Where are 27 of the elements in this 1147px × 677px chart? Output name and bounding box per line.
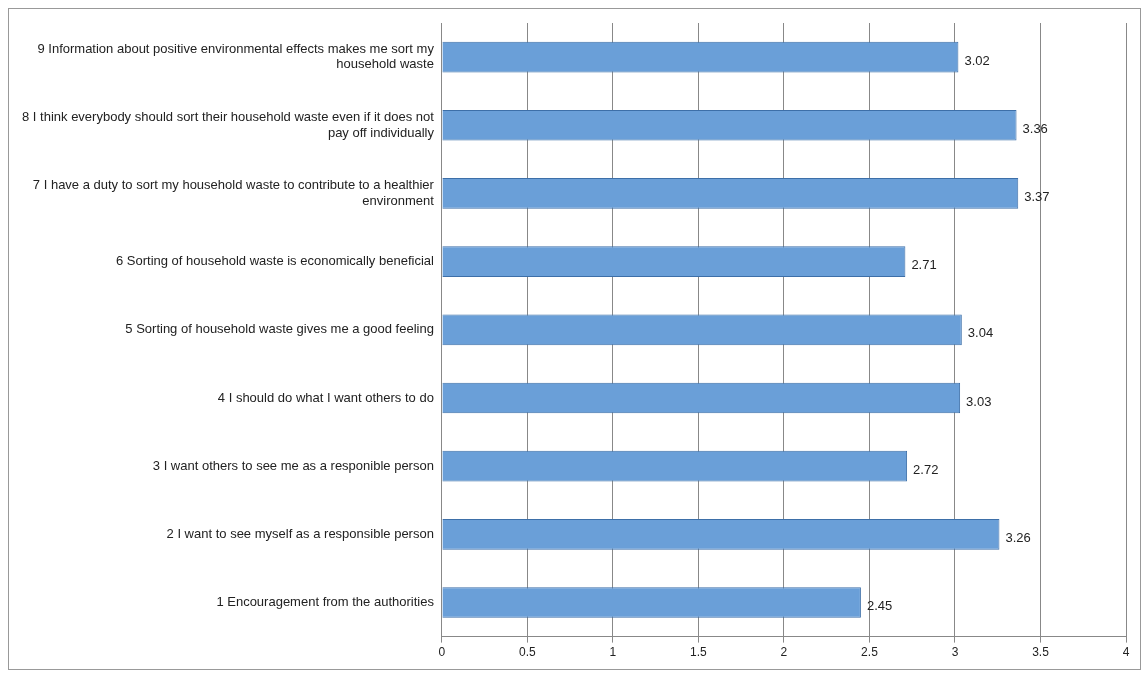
data-label: 3.36 bbox=[1022, 120, 1048, 136]
data-label: 2.45 bbox=[866, 598, 893, 614]
y-tick-label: 9 Information about positive environmental effects makes me sort my household waste bbox=[37, 40, 435, 72]
x-tick-label: 1.5 bbox=[690, 645, 708, 660]
data-label: 3.04 bbox=[967, 325, 994, 341]
x-tick-label: 3.5 bbox=[1032, 645, 1050, 660]
data-label: 2.71 bbox=[911, 257, 937, 273]
y-tick-label: 2 I want to see myself as a responsible person bbox=[166, 525, 434, 541]
data-label: 2.72 bbox=[913, 461, 939, 477]
y-tick-label: 5 Sorting of household waste gives me a good feeling bbox=[125, 321, 434, 337]
y-tick-label: 6 Sorting of household waste is economically beneficial bbox=[115, 253, 435, 269]
x-tick-label: 4 bbox=[1122, 645, 1130, 660]
data-label: 3.02 bbox=[964, 52, 990, 68]
y-tick-label: 7 I have a duty to sort my household waste to contribute to a healthier environment bbox=[32, 177, 435, 208]
y-tick-label: 3 I want others to see me as a responible person bbox=[152, 457, 434, 473]
x-tick-label: 2 bbox=[780, 645, 788, 660]
y-tick-label: 8 I think everybody should sort their household waste even if it does not pay off individually bbox=[21, 109, 435, 140]
x-tick-label: 0.5 bbox=[519, 645, 537, 660]
data-label: 3.26 bbox=[1005, 529, 1031, 545]
data-label: 3.37 bbox=[1024, 189, 1050, 205]
x-tick-label: 3 bbox=[951, 645, 959, 660]
x-tick-label: 0 bbox=[438, 645, 446, 660]
y-tick-label: 1 Encouragement from the authorities bbox=[216, 594, 435, 610]
data-label: 3.03 bbox=[966, 393, 992, 409]
x-tick-label: 2.5 bbox=[861, 645, 879, 660]
x-tick-label: 1 bbox=[609, 645, 617, 660]
y-tick-label: 4 I should do what I want others to do bbox=[217, 389, 434, 405]
